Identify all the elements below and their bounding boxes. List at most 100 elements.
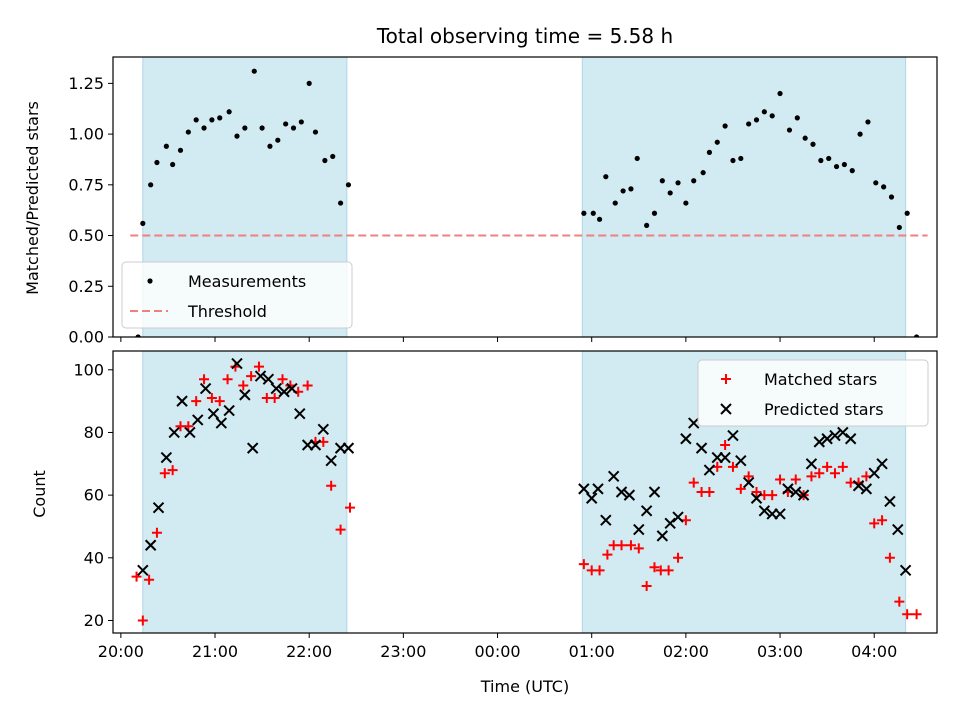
x-tick-label: 00:00 bbox=[474, 642, 520, 661]
matched-point bbox=[578, 559, 589, 570]
predicted-point bbox=[672, 511, 684, 523]
matched-point bbox=[344, 502, 355, 513]
y-tick-label: 0.50 bbox=[68, 226, 104, 245]
legend-entry-label: Predicted stars bbox=[764, 400, 884, 419]
matched-point bbox=[633, 543, 644, 554]
measurement-point bbox=[170, 161, 176, 168]
y-tick-label: 1.25 bbox=[68, 74, 104, 93]
matched-point bbox=[829, 468, 840, 479]
predicted-point bbox=[254, 370, 267, 382]
measurement-point bbox=[259, 125, 265, 131]
measurement-point bbox=[267, 143, 273, 149]
matched-point bbox=[869, 518, 880, 529]
measurement-point bbox=[290, 125, 297, 131]
legend-entry-label: Threshold bbox=[187, 302, 267, 321]
measurement-point bbox=[730, 157, 736, 164]
matched-point bbox=[720, 440, 731, 450]
x-tick-label: 04:00 bbox=[851, 642, 897, 661]
predicted-point bbox=[790, 486, 802, 498]
predicted-point bbox=[805, 458, 818, 470]
legend-ratio: Measurements Threshold bbox=[121, 261, 353, 329]
matched-point bbox=[214, 396, 225, 407]
measurement-point bbox=[865, 119, 871, 125]
predicted-point bbox=[837, 426, 849, 439]
matched-point bbox=[767, 490, 778, 501]
predicted-point bbox=[192, 414, 204, 426]
legend-entry-label: Matched stars bbox=[764, 370, 877, 389]
predicted-point bbox=[664, 517, 676, 530]
measurement-point bbox=[683, 200, 689, 206]
predicted-point bbox=[144, 539, 157, 551]
predicted-point bbox=[160, 451, 173, 464]
y-tick-label: 20 bbox=[84, 611, 104, 630]
predicted-point bbox=[813, 436, 825, 448]
x-tick-label: 20:00 bbox=[98, 642, 144, 661]
matched-point bbox=[159, 468, 170, 479]
measurement-point bbox=[849, 168, 855, 174]
measurement-point bbox=[881, 184, 887, 190]
matched-point bbox=[269, 393, 280, 403]
predicted-point bbox=[623, 489, 636, 501]
predicted-point bbox=[317, 423, 330, 436]
measurement-point bbox=[148, 182, 154, 188]
matched-point bbox=[673, 552, 684, 563]
predicted-point bbox=[680, 433, 692, 445]
plot-area bbox=[131, 357, 922, 626]
measurement-point bbox=[185, 129, 191, 135]
measurement-point bbox=[667, 190, 673, 196]
predicted-point bbox=[176, 395, 188, 407]
predicted-point bbox=[168, 426, 180, 439]
predicted-point bbox=[633, 523, 645, 536]
measurement-point bbox=[234, 133, 240, 139]
predicted-point bbox=[742, 476, 755, 489]
measurement-point bbox=[786, 127, 793, 133]
legend-box bbox=[121, 261, 353, 329]
measurement-point bbox=[312, 129, 319, 135]
predicted-point bbox=[852, 480, 865, 492]
predicted-point bbox=[695, 442, 708, 454]
y-tick-label: 1.00 bbox=[68, 125, 104, 144]
predicted-point bbox=[239, 389, 251, 401]
legend-measurement-swatch bbox=[147, 278, 153, 284]
matched-point bbox=[704, 487, 715, 497]
matched-point bbox=[131, 571, 142, 582]
matched-point bbox=[743, 471, 754, 482]
legend-predicted-swatch bbox=[720, 403, 732, 415]
matched-point bbox=[877, 515, 888, 526]
matched-point bbox=[822, 461, 833, 472]
measurement-point bbox=[675, 180, 681, 186]
measurement-point bbox=[888, 194, 895, 200]
matched-point bbox=[837, 461, 848, 472]
measurement-point bbox=[913, 334, 920, 337]
measurement-point bbox=[612, 200, 618, 206]
y-tick-label: 0.00 bbox=[68, 328, 104, 347]
matched-point bbox=[602, 549, 613, 560]
matched-point bbox=[688, 477, 699, 488]
measurement-point bbox=[140, 220, 146, 226]
measurement-point bbox=[634, 155, 640, 162]
measurement-point bbox=[209, 117, 215, 123]
measurement-point bbox=[651, 210, 658, 216]
predicted-point bbox=[640, 505, 653, 517]
y-axis-label-ratio: Matched/Predicted stars bbox=[23, 101, 42, 295]
y-tick-label: 80 bbox=[84, 423, 104, 442]
measurement-point bbox=[345, 182, 352, 188]
predicted-point bbox=[703, 464, 716, 476]
predicted-point bbox=[876, 458, 888, 470]
predicted-point bbox=[262, 373, 275, 385]
predicted-point bbox=[727, 429, 739, 442]
matched-point bbox=[594, 565, 605, 576]
measurement-point bbox=[738, 155, 744, 162]
y-tick-label: 40 bbox=[84, 548, 104, 567]
predicted-point bbox=[246, 442, 259, 454]
measurement-point bbox=[603, 174, 609, 180]
measurement-point bbox=[330, 153, 336, 160]
predicted-point bbox=[309, 439, 322, 451]
matched-point bbox=[616, 540, 627, 551]
matched-point bbox=[902, 609, 913, 620]
measurement-point bbox=[841, 161, 847, 168]
predicted-point bbox=[600, 514, 612, 526]
measurement-point bbox=[581, 210, 587, 216]
matched-point bbox=[663, 565, 674, 576]
measurement-point bbox=[691, 178, 697, 184]
